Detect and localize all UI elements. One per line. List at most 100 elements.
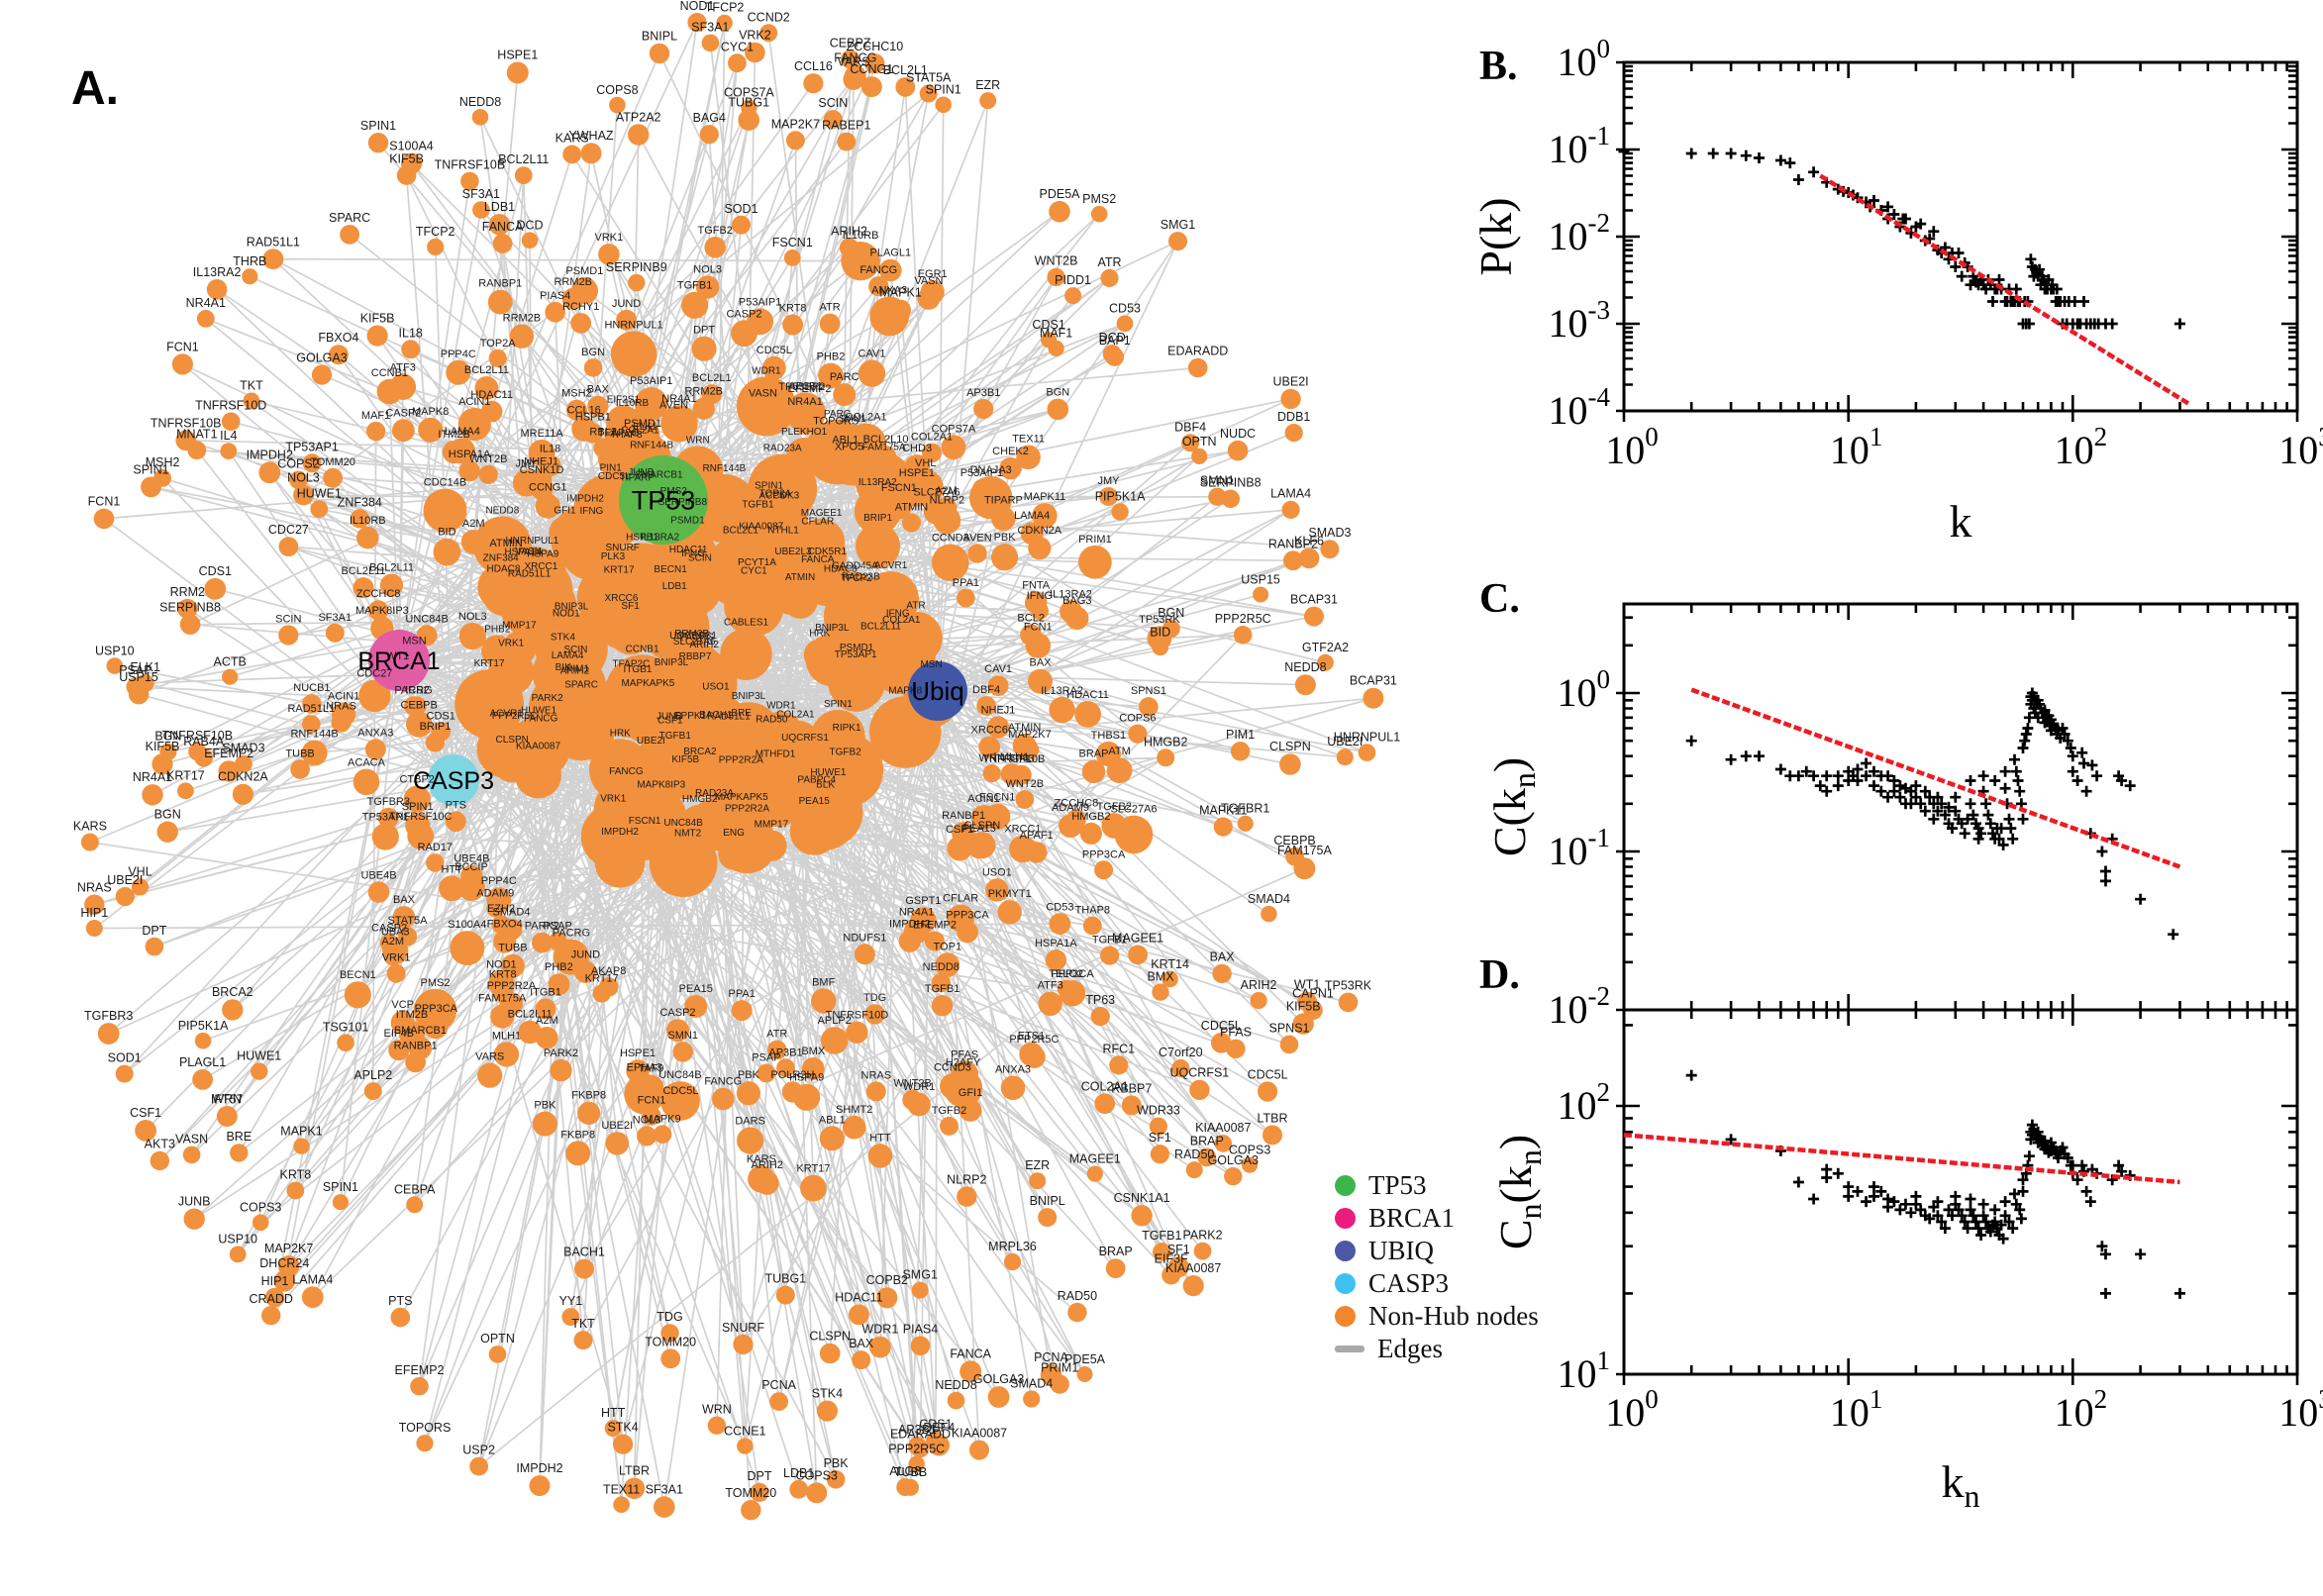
- network-node-label: ACIN1: [458, 396, 490, 408]
- network-node: [984, 803, 1011, 831]
- network-node-label: LDB1: [484, 200, 515, 214]
- network-node: [278, 1255, 300, 1277]
- network-node-label: CAPN1: [1292, 987, 1334, 1001]
- network-node-label: MTHFD1: [756, 749, 796, 760]
- network-node: [580, 143, 602, 164]
- network-node: [752, 399, 774, 423]
- network-node-label: RCHY1: [562, 301, 599, 313]
- network-node: [488, 970, 515, 997]
- network-node-label: ATF3: [1038, 980, 1063, 992]
- network-node: [776, 1058, 795, 1078]
- network-node: [737, 1438, 754, 1454]
- network-node-label: CFLAR: [943, 893, 978, 905]
- network-node-label: DBF4: [1174, 420, 1206, 434]
- network-node: [902, 513, 921, 533]
- network-node-label: UQCRFS1: [669, 631, 717, 642]
- network-node: [1082, 916, 1102, 936]
- plot-frame: [1622, 602, 2299, 1012]
- network-node-label: EDARADD: [1167, 345, 1228, 358]
- network-node: [1101, 813, 1128, 839]
- network-node: [388, 1040, 410, 1061]
- network-node-label: PSMD1: [624, 418, 661, 430]
- network-node: [379, 573, 404, 597]
- network-node-label: AP3B1: [788, 380, 822, 392]
- network-node: [1320, 540, 1340, 559]
- network-node-label: PFAS: [1220, 1026, 1252, 1040]
- network-node-label: ABL1: [832, 435, 858, 447]
- network-node-label: RANBP1: [942, 810, 985, 822]
- plot-d: D.102101100101102103Cn(kn)kn: [1479, 952, 2323, 1514]
- network-node-label: SMAD4: [1248, 892, 1290, 906]
- network-node-label: TIPARP: [984, 495, 1023, 507]
- network-node: [493, 1042, 520, 1067]
- network-node-label: MAGEE1: [801, 508, 843, 519]
- fit-line: [1623, 1133, 2180, 1185]
- network-node: [766, 720, 825, 777]
- network-node-label: FANCG: [859, 264, 897, 276]
- network-node: [142, 784, 163, 806]
- network-node-label: NOL3: [458, 611, 487, 623]
- network-node-label: DARS: [735, 1116, 765, 1128]
- network-node-label: BCL2L11: [341, 565, 385, 577]
- x-tick-label: 100: [1605, 1384, 1659, 1435]
- network-node-label: CCND3: [932, 533, 969, 545]
- network-node-label: HNRNPUL1: [505, 536, 558, 547]
- network-node-label: BMF: [812, 976, 836, 988]
- network-node-label: BGN: [1046, 387, 1069, 399]
- network-node: [1187, 357, 1208, 378]
- network-node-label: BRCA2: [683, 747, 717, 757]
- network-node-label: MSH2: [146, 455, 180, 469]
- network-node-label: NTHL1: [767, 526, 799, 537]
- network-node-label: EPHA3: [627, 1062, 662, 1074]
- network-node-label: HDAC11: [669, 545, 708, 555]
- network-node-label: SCIN: [818, 96, 848, 110]
- network-node-label: SPIN1: [402, 801, 434, 813]
- network-node: [344, 981, 371, 1009]
- network-node-label: HMGB2: [682, 794, 718, 805]
- network-node-label: MSH2: [561, 388, 592, 400]
- network-node-label: TOMM20: [645, 1335, 696, 1348]
- network-node: [1065, 809, 1086, 830]
- network-node-label: UQCRFS1: [1170, 1066, 1230, 1080]
- network-node-label: BRIP1: [420, 721, 452, 733]
- network-node-label: NOD1: [486, 959, 517, 971]
- network-node-label: WNT2B: [469, 453, 508, 465]
- network-node-label: PBK: [994, 532, 1017, 544]
- network-node-label: ATR: [820, 302, 841, 314]
- network-node: [403, 785, 431, 813]
- network-node-label: HTT: [442, 863, 463, 875]
- network-node-label: PFAS: [951, 1048, 978, 1060]
- x-tick-label: 102: [2055, 1384, 2108, 1435]
- network-node: [222, 668, 239, 685]
- network-node: [290, 759, 310, 779]
- network-node-label: MMP17: [502, 621, 537, 632]
- network-node-label: RRM2B: [684, 386, 723, 398]
- network-node-label: MRE11A: [520, 428, 563, 440]
- network-node-label: WNT2B: [893, 1078, 932, 1090]
- network-node: [660, 1324, 679, 1343]
- network-node: [229, 1246, 247, 1263]
- network-node-label: ATMIN: [489, 538, 522, 549]
- network-node-label: NHEJ1: [524, 456, 558, 468]
- network-node-label: JUNB: [628, 467, 654, 478]
- network-node-label: FANCA: [482, 220, 524, 234]
- network-node: [548, 973, 570, 996]
- legend-label: Edges: [1377, 1334, 1443, 1363]
- network-node: [798, 518, 845, 565]
- network-node-label: SOD1: [724, 202, 758, 216]
- network-node-label: ALG8: [889, 1464, 921, 1478]
- network-node: [747, 308, 774, 336]
- network-node: [826, 1470, 846, 1489]
- network-node-label: PRIM1: [1041, 1360, 1078, 1374]
- network-node: [477, 1062, 503, 1088]
- network-node: [457, 407, 491, 442]
- network-node-label: TOMM20: [310, 456, 355, 468]
- network-node-label: MAP2K7: [1008, 729, 1051, 741]
- network-node-label: USP2: [462, 1444, 495, 1457]
- network-node: [1279, 753, 1301, 775]
- network-node: [1099, 487, 1118, 506]
- network-node-label: ACIN1: [328, 690, 359, 702]
- network-node-label: MAPKAPK5: [621, 678, 674, 689]
- network-node: [716, 14, 733, 32]
